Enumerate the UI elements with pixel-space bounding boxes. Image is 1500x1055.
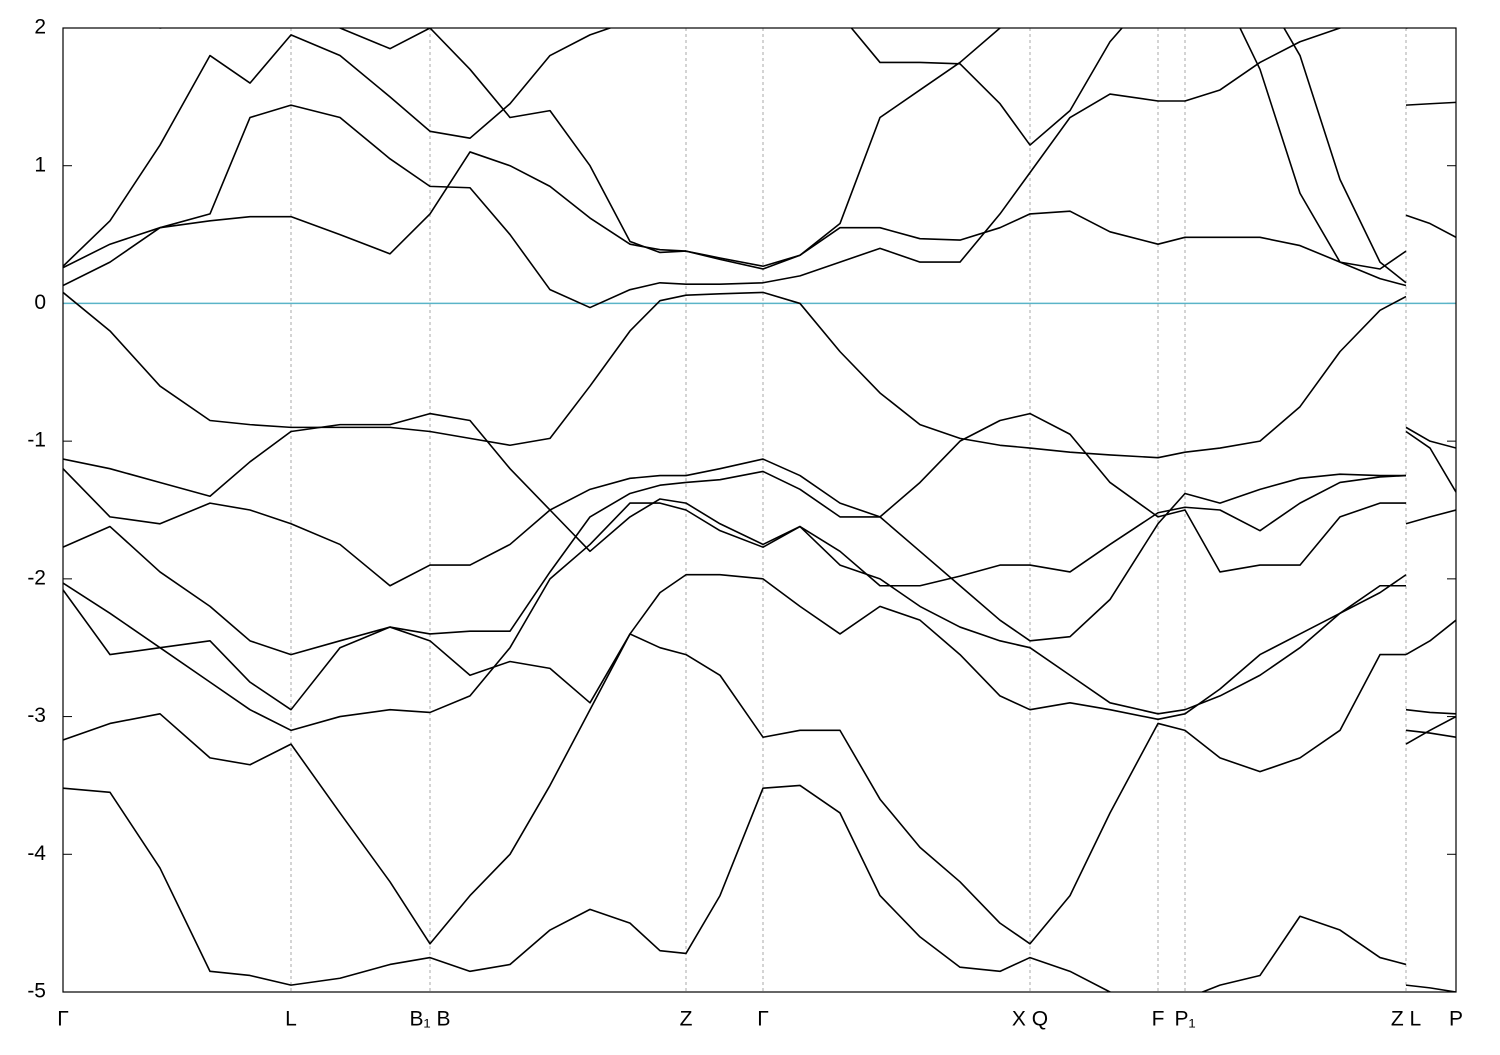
y-tick-label: 2 xyxy=(34,16,46,39)
band-line xyxy=(63,619,1456,945)
y-tick-label: 1 xyxy=(34,153,46,176)
y-tick-label: -2 xyxy=(27,566,46,589)
band-line xyxy=(63,151,1456,287)
x-tick-label: Γ xyxy=(57,1008,69,1031)
x-tick-label: L xyxy=(285,1008,297,1031)
band-line xyxy=(63,502,1456,745)
band-line xyxy=(63,28,1456,309)
x-tick-label: X Q xyxy=(1012,1008,1048,1031)
band-line xyxy=(63,573,1456,739)
y-tick-label: -3 xyxy=(27,704,46,727)
plot-frame xyxy=(62,27,1457,993)
band-line xyxy=(63,458,1456,642)
band-line xyxy=(63,784,1456,992)
x-tick-label: Γ xyxy=(757,1008,769,1031)
band-line xyxy=(63,291,1456,493)
x-tick-label: Z L xyxy=(1391,1008,1421,1031)
y-tick-label: 0 xyxy=(34,291,46,314)
x-tick-label: B₁ B xyxy=(410,1008,451,1031)
band-line xyxy=(63,28,1414,270)
x-tick-label: P xyxy=(1449,1008,1463,1031)
band-line xyxy=(63,412,1456,715)
bands xyxy=(63,28,1456,992)
x-tick-label: Z xyxy=(680,1008,693,1031)
y-tick-label: -4 xyxy=(27,842,46,865)
y-tick-label: -5 xyxy=(27,980,46,1003)
band-line xyxy=(158,28,1407,284)
x-tick-label: P₁ xyxy=(1174,1008,1195,1031)
y-tick-label: -1 xyxy=(27,429,46,452)
band-line xyxy=(63,412,1456,587)
x-tick-label: F xyxy=(1152,1008,1165,1031)
